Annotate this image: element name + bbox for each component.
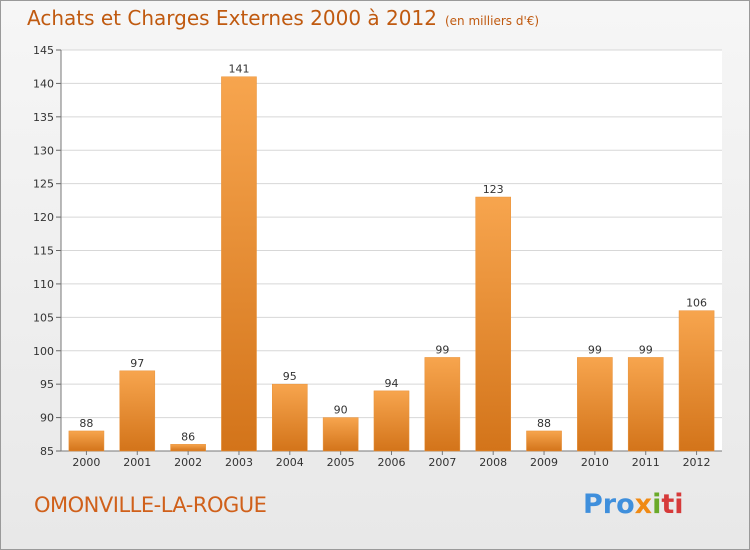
y-tick-label: 85 bbox=[40, 445, 54, 458]
x-tick-label: 2011 bbox=[632, 456, 660, 469]
data-label: 88 bbox=[79, 417, 93, 430]
data-label: 88 bbox=[537, 417, 551, 430]
data-label: 99 bbox=[639, 343, 653, 356]
y-tick-label: 120 bbox=[33, 211, 54, 224]
data-label: 99 bbox=[435, 343, 449, 356]
bar bbox=[577, 357, 613, 452]
chart-unit: (en milliers d'€) bbox=[444, 14, 540, 28]
y-tick-label: 125 bbox=[33, 178, 54, 191]
y-tick-label: 105 bbox=[33, 311, 54, 324]
y-tick-label: 100 bbox=[33, 345, 54, 358]
bar bbox=[272, 383, 308, 452]
logo-part-1: Pro bbox=[583, 489, 635, 520]
bar bbox=[119, 370, 156, 452]
data-label: 94 bbox=[385, 377, 399, 390]
bar bbox=[678, 310, 715, 452]
y-tick-label: 110 bbox=[33, 278, 54, 291]
bar bbox=[475, 196, 511, 452]
bar bbox=[170, 444, 206, 452]
y-tick-label: 130 bbox=[33, 144, 54, 157]
data-label: 141 bbox=[228, 63, 249, 76]
data-label: 106 bbox=[686, 297, 707, 310]
chart-title: Achats et Charges Externes 2000 à 2012 (e… bbox=[27, 6, 539, 30]
y-tick-label: 95 bbox=[40, 378, 54, 391]
x-tick-label: 2008 bbox=[479, 456, 507, 469]
x-tick-label: 2001 bbox=[123, 456, 151, 469]
data-label: 99 bbox=[588, 343, 602, 356]
x-tick-label: 2012 bbox=[683, 456, 711, 469]
logo-part-3: i bbox=[652, 489, 662, 520]
x-tick-label: 2007 bbox=[428, 456, 456, 469]
bar bbox=[322, 417, 359, 452]
logo-part-4: ti bbox=[661, 489, 684, 520]
bar bbox=[68, 430, 105, 452]
y-tick-label: 90 bbox=[40, 412, 54, 425]
data-label: 95 bbox=[283, 370, 297, 383]
y-tick-label: 135 bbox=[33, 111, 54, 124]
data-label: 90 bbox=[334, 404, 348, 417]
chart-title-text: Achats et Charges Externes 2000 à 2012 bbox=[27, 6, 437, 30]
data-label: 97 bbox=[130, 357, 144, 370]
proxiti-logo: Proxiti bbox=[583, 489, 684, 520]
bar bbox=[373, 390, 410, 452]
x-tick-label: 2010 bbox=[581, 456, 609, 469]
x-tick-label: 2004 bbox=[276, 456, 304, 469]
logo-part-2: x bbox=[634, 489, 653, 520]
x-tick-label: 2002 bbox=[174, 456, 202, 469]
y-tick-label: 115 bbox=[33, 245, 54, 258]
y-tick-label: 145 bbox=[33, 44, 54, 57]
x-tick-label: 2006 bbox=[378, 456, 406, 469]
x-tick-label: 2000 bbox=[72, 456, 100, 469]
x-tick-label: 2005 bbox=[327, 456, 355, 469]
data-label: 123 bbox=[483, 183, 504, 196]
town-name: OMONVILLE-LA-ROGUE bbox=[34, 493, 267, 517]
x-tick-label: 2003 bbox=[225, 456, 253, 469]
data-label: 86 bbox=[181, 430, 195, 443]
bar bbox=[424, 357, 461, 452]
y-tick-label: 140 bbox=[33, 77, 54, 90]
x-tick-label: 2009 bbox=[530, 456, 558, 469]
bar bbox=[221, 76, 257, 452]
bar bbox=[526, 430, 562, 452]
bar bbox=[627, 357, 664, 452]
